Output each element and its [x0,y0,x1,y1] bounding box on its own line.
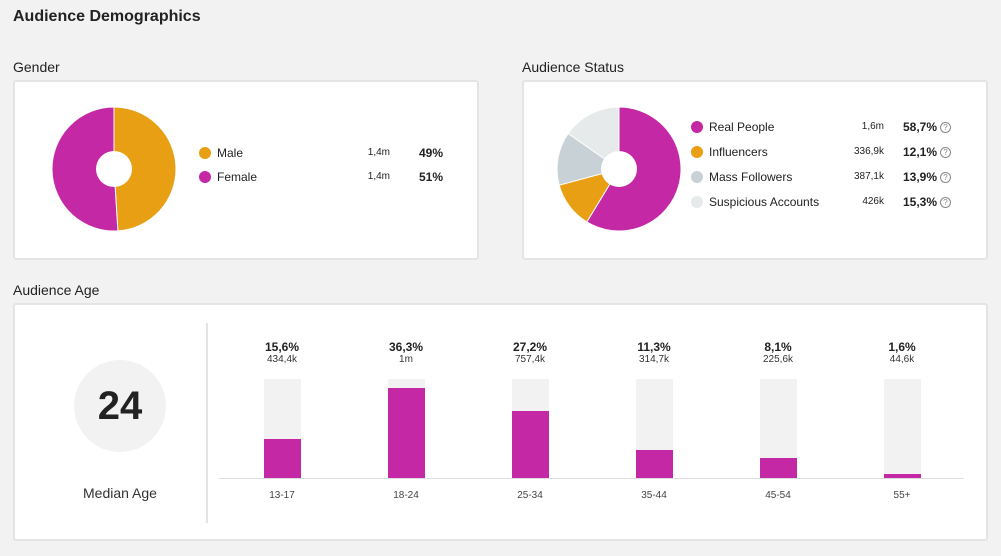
legend-count: 1,4m [367,147,390,158]
legend-percent: 49% [418,146,443,160]
status-legend-item: Influencers [691,145,768,159]
x-tick-label: 55+ [893,490,911,501]
legend-count: 426k [862,196,884,207]
legend-dot-icon [199,171,211,183]
status-pie-chart [556,106,682,232]
bar-count-label: 757,4k [514,354,546,365]
status-card: Real People 1,6m 58,7% ? Influencers 336,… [522,80,988,260]
bar-labels: 36,3% 1m [366,340,446,365]
bar-labels: 11,3% 314,7k [614,340,694,365]
median-age-label: Median Age [83,485,157,501]
gender-legend-item: Male [199,146,243,160]
status-legend-item: Mass Followers [691,170,792,184]
legend-label: Male [217,146,244,160]
bar-track [884,379,921,478]
bar-percent-label: 1,6% [888,340,916,354]
bar-percent-label: 8,1% [764,340,792,354]
age-card: 24 Median Age 15,6% 434,4k 13-17 36,3% 1m 1… [13,303,988,541]
bar-35-44[interactable] [636,450,673,478]
pie-hole [601,151,637,187]
bar-13-17[interactable] [264,439,301,478]
gender-card: Male 1,4m 49% Female 1,4m 51% [13,80,479,260]
bar-track [388,379,425,478]
status-heading: Audience Status [522,59,624,75]
legend-percent: 13,9% [902,170,937,184]
bar-percent-label: 36,3% [388,340,424,354]
x-tick-label: 45-54 [765,490,791,501]
legend-count: 387,1k [853,171,884,182]
legend-dot-icon [691,196,703,208]
bar-count-label: 434,4k [266,354,298,365]
legend-dot-icon [691,171,703,183]
status-slice-suspicious-accounts[interactable] [567,106,620,170]
legend-dot-icon [199,147,211,159]
bar-count-label: 1m [399,354,413,365]
bar-percent-label: 27,2% [512,340,548,354]
legend-dot-icon [691,121,703,133]
legend-percent: 12,1% [902,145,937,159]
x-axis-line [219,478,964,479]
gender-slice-male[interactable] [113,106,177,232]
gender-pie-chart [51,106,177,232]
legend-count: 1,4m [367,171,390,182]
bar-labels: 15,6% 434,4k [242,340,322,365]
bar-track [264,379,301,478]
bar-track [636,379,673,478]
divider [206,323,208,523]
median-age-value: 24 [74,360,166,452]
x-tick-label: 18-24 [393,490,419,501]
legend-label: Suspicious Accounts [709,195,820,209]
status-legend-item: Real People [691,120,774,134]
legend-count: 336,9k [853,146,884,157]
gender-slice-female[interactable] [51,106,119,232]
bar-25-34[interactable] [512,411,549,478]
bar-percent-label: 15,6% [264,340,300,354]
bar-18-24[interactable] [388,388,425,478]
legend-percent: 58,7% [902,120,937,134]
bar-count-label: 314,7k [638,354,670,365]
bar-labels: 27,2% 757,4k [490,340,570,365]
bar-percent-label: 11,3% [637,340,671,354]
age-heading: Audience Age [13,282,100,298]
question-circle-icon[interactable]: ? [940,122,951,133]
x-tick-label: 25-34 [517,490,543,501]
x-tick-label: 35-44 [641,490,667,501]
bar-count-label: 225,6k [762,354,794,365]
question-circle-icon[interactable]: ? [940,147,951,158]
bar-45-54[interactable] [760,458,797,478]
question-circle-icon[interactable]: ? [940,172,951,183]
gender-legend-item: Female [199,170,257,184]
legend-label: Female [217,170,258,184]
bar-labels: 1,6% 44,6k [862,340,942,365]
gender-heading: Gender [13,59,60,75]
legend-percent: 51% [418,170,443,184]
bar-track [760,379,797,478]
bar-track [512,379,549,478]
status-legend-item: Suspicious Accounts [691,195,819,209]
bar-count-label: 44,6k [889,354,915,365]
pie-hole [96,151,132,187]
legend-label: Real People [709,120,775,134]
legend-percent: 15,3% [902,195,937,209]
bar-55+[interactable] [884,474,921,478]
question-circle-icon[interactable]: ? [940,197,951,208]
page-title: Audience Demographics [13,8,201,25]
legend-dot-icon [691,146,703,158]
legend-label: Influencers [709,145,768,159]
bar-labels: 8,1% 225,6k [738,340,818,365]
legend-label: Mass Followers [709,170,793,184]
x-tick-label: 13-17 [269,490,295,501]
legend-count: 1,6m [861,121,884,132]
